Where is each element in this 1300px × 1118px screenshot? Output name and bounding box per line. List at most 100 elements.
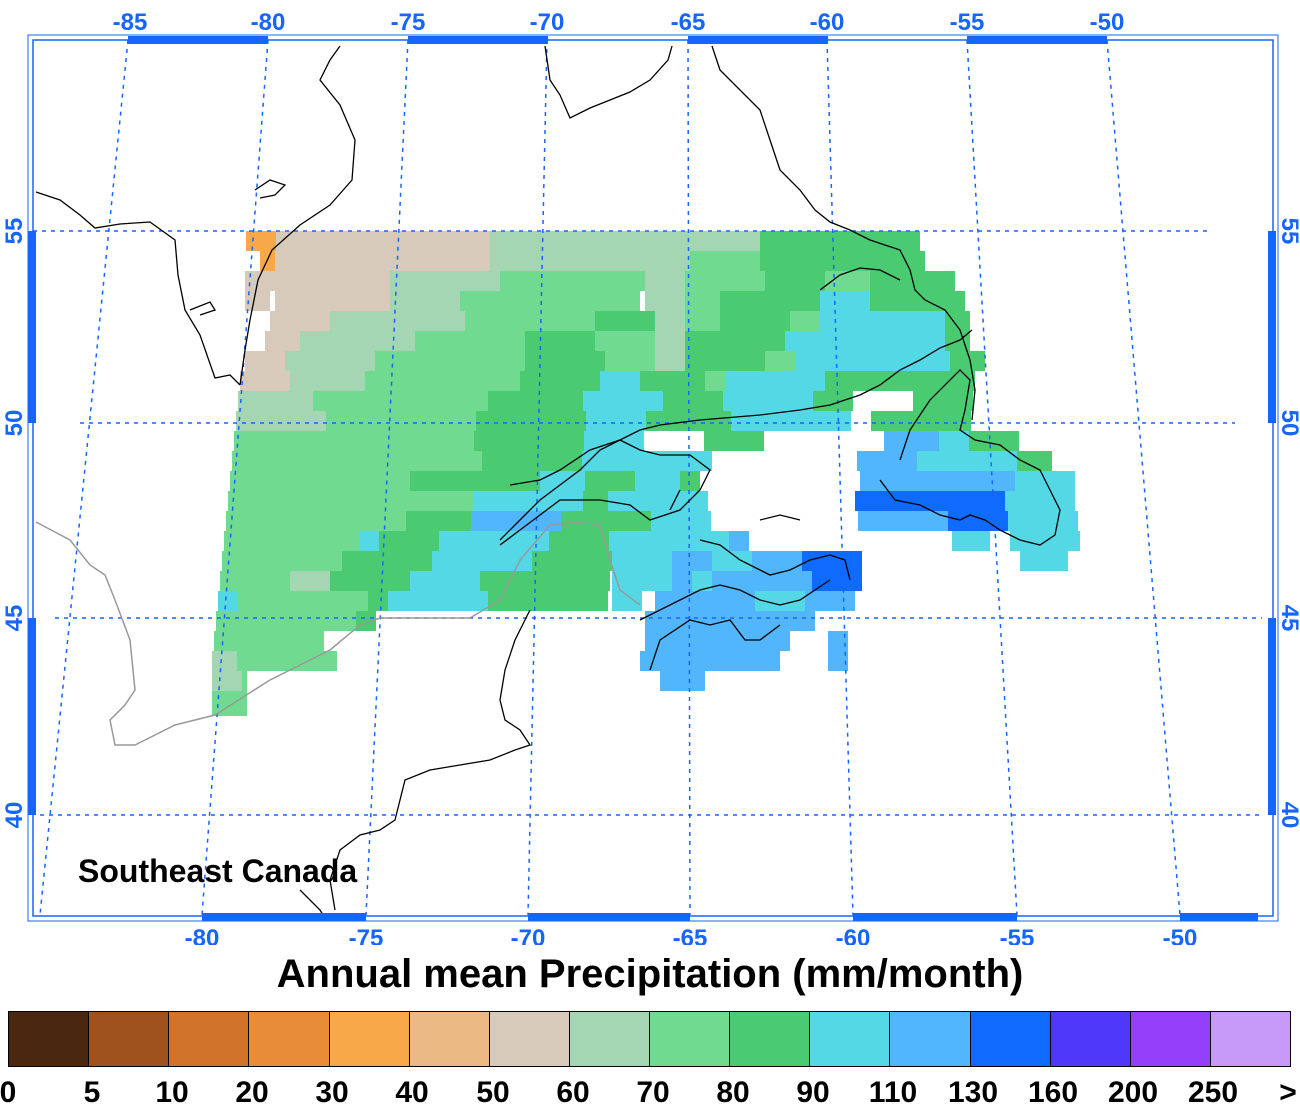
meridian-55 [966,39,1018,916]
lat-label-left: 45 [1,605,28,632]
tick-top-1 [128,36,268,44]
precip-cell [612,551,672,571]
precip-cell [851,411,871,431]
precip-cell [212,651,237,671]
precip-cell [214,631,324,651]
lon-label-top: -55 [950,9,985,36]
precip-cell [644,431,704,451]
precip-cell [308,591,368,611]
precip-cell [685,351,765,371]
precip-cell [1017,451,1052,471]
precip-cell [473,491,583,511]
precip-cell [655,351,685,371]
precip-cell [820,311,945,331]
precip-cell [825,271,870,291]
precip-cell [236,411,326,431]
precip-cell [528,591,608,611]
precip-cell [765,271,825,291]
lat-label-right: 55 [1276,218,1300,245]
precip-cell [749,531,799,551]
precip-cell [390,291,460,311]
lon-label-bottom: -70 [511,925,546,945]
precip-cell [237,651,337,671]
precip-cell [655,331,685,351]
precip-cell [685,271,765,291]
precip-cell [474,431,584,451]
precip-cell [609,531,729,551]
lat-label-right: 45 [1276,605,1300,632]
precip-cell [753,491,778,511]
precip-cell [802,551,862,571]
colorbar-label: 0 [0,1076,17,1109]
colorbar-swatch [970,1012,1051,1066]
colorbar-label: 50 [476,1076,510,1109]
precip-cell [828,631,848,651]
colorbar-label: 90 [796,1076,830,1109]
precip-cell [720,291,820,311]
precip-cell [605,351,655,371]
precip-cell [245,291,270,311]
tick-bottom-1 [202,913,366,921]
precip-cell [276,511,406,531]
colorbar-label: 110 [868,1076,918,1109]
colorbar-swatch [810,1012,891,1066]
precip-cell [224,531,359,551]
tick-left-1 [28,231,36,423]
precip-cell [365,371,520,391]
precip-cell [785,331,945,351]
colorbar-label: 20 [235,1076,269,1109]
precip-cell [330,571,410,591]
precip-cell [640,651,750,671]
precip-cell [764,431,884,451]
precip-cell [758,511,828,531]
precip-cell [725,371,825,391]
precip-cell [525,331,595,351]
precip-cell [695,591,755,611]
precip-cell [913,391,973,411]
precip-cell [326,411,476,431]
coastlines [35,45,1061,919]
lon-label-bottom: -55 [1000,925,1035,945]
precip-cell [853,391,913,411]
precip-cell [222,551,342,571]
precip-cell [1015,471,1055,491]
tick-bottom-3 [853,913,1017,921]
precip-cell [871,411,971,431]
precip-cell [645,271,685,291]
precip-cell [945,311,970,331]
precip-cell [226,511,276,531]
precip-cell [612,591,642,611]
precip-cell [245,311,265,331]
meridian-80 [201,39,269,916]
precip-cell [952,531,990,551]
lat-label-left: 40 [1,802,28,829]
colorbar-label: 5 [83,1076,101,1109]
precipitation-map: -85 -80 -75 -70 -65 -60 -55 -50 -80 -75 … [1,9,1300,945]
lon-label-bottom: -65 [673,925,708,945]
colorbar-swatch [650,1012,731,1066]
precip-cell [439,531,549,551]
precip-cell [939,431,969,451]
precip-cell [750,651,780,671]
precip-cell [238,591,308,611]
precip-cell [356,611,376,631]
precip-cell [660,671,705,691]
precip-cell [342,551,432,571]
precip-cell [812,571,862,591]
precip-cell [240,371,290,391]
precip-cell [760,251,925,271]
colorbar-swatch [1050,1012,1131,1066]
precip-cell [532,551,612,571]
precip-cell [212,671,242,691]
precip-cell [672,571,692,591]
precip-cell [860,471,1015,491]
precip-cell [595,311,655,331]
precip-cell [1005,491,1075,511]
lon-label-bottom: -60 [836,925,871,945]
precip-cell [765,351,795,371]
precip-cell [265,331,300,351]
precip-cell [290,371,365,391]
precip-cell [857,451,917,471]
precip-cell [368,591,388,611]
meridian-50 [1106,39,1181,916]
